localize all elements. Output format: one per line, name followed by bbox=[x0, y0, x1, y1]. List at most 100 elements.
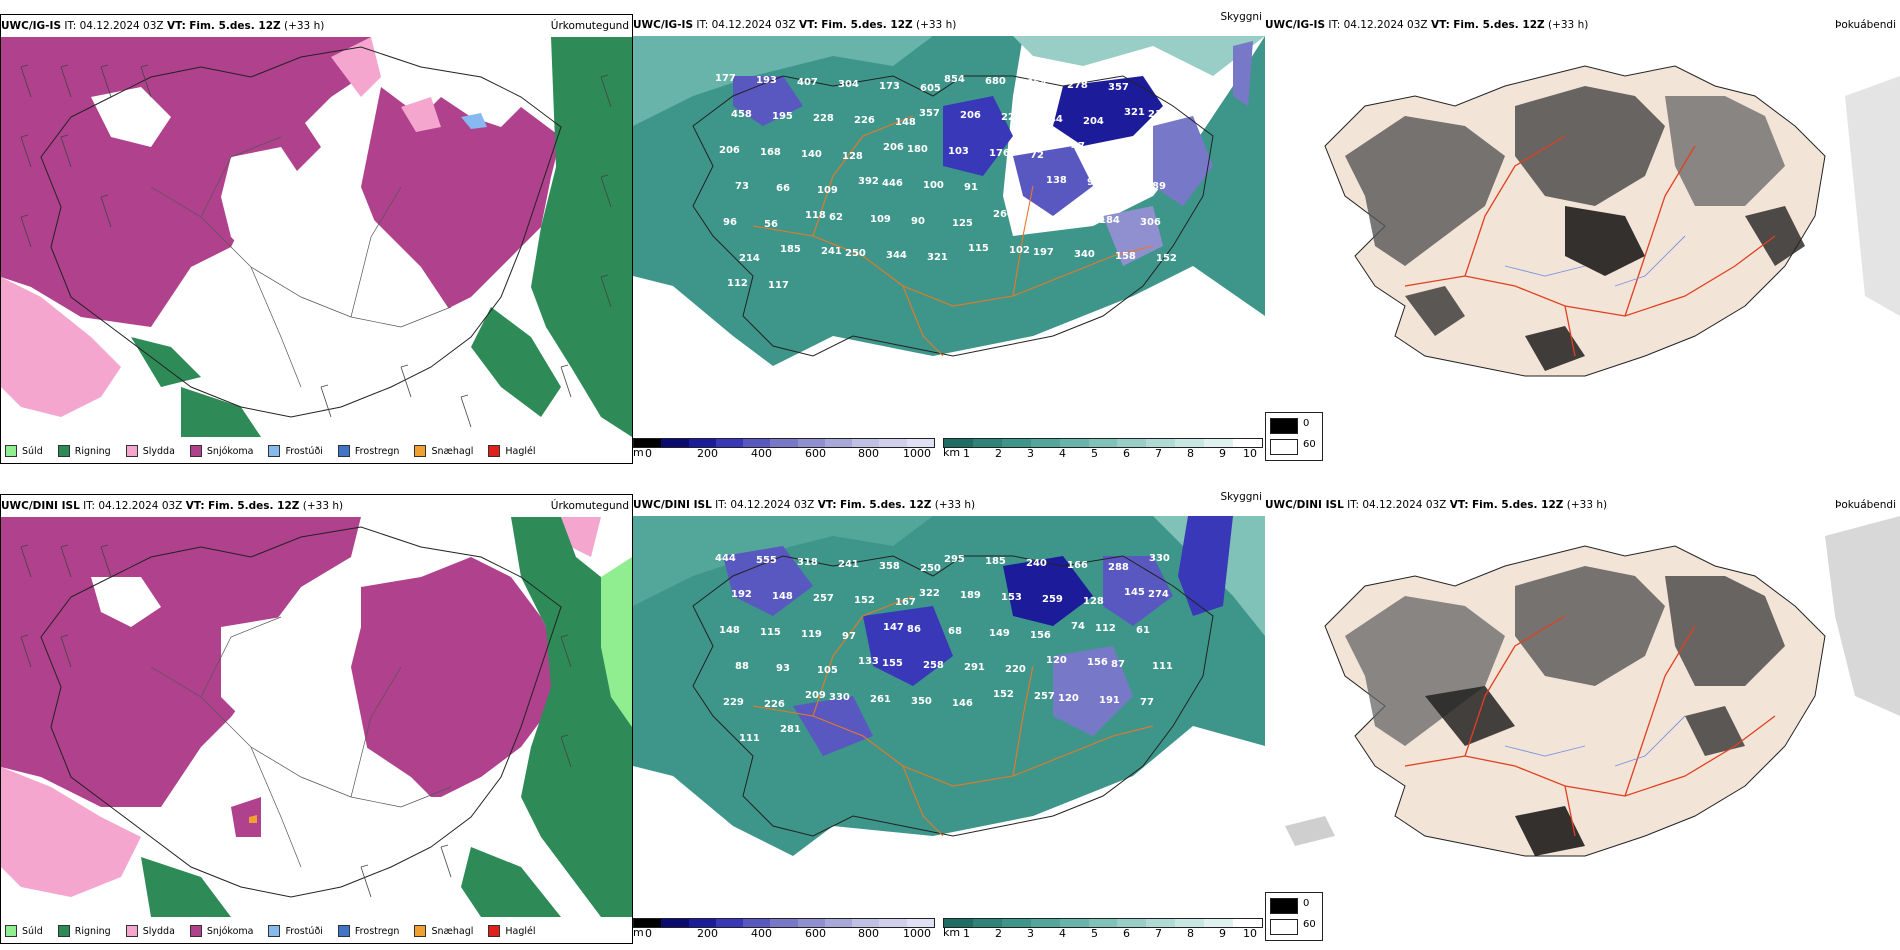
cloudbase-height-label: 228 bbox=[813, 113, 834, 124]
cloudbase-height-label: 156 bbox=[1030, 630, 1051, 641]
cloudbase-height-label: 278 bbox=[1067, 80, 1088, 91]
wind-barbs bbox=[20, 64, 612, 428]
panel-header: UWC/DINI ISL IT: 04.12.2024 03Z VT: Fim.… bbox=[1, 495, 632, 517]
colorbar-bin bbox=[1233, 439, 1262, 447]
cloudbase-height-label: 66 bbox=[776, 183, 790, 194]
drizzle-region bbox=[601, 557, 632, 727]
cloudbase-height-label: 73 bbox=[735, 181, 749, 192]
fog-legend-black-value: 0 bbox=[1303, 418, 1310, 429]
colorbar-bin bbox=[972, 439, 1002, 447]
roads bbox=[752, 115, 1154, 357]
cloudbase-height-label: 72 bbox=[1030, 150, 1044, 161]
fog-legend-white-swatch bbox=[1270, 919, 1298, 935]
fog-shading bbox=[1345, 116, 1505, 266]
colorbar-bin bbox=[1117, 919, 1147, 927]
cloudbase-height-label: 133 bbox=[858, 656, 879, 667]
colorbar-bin bbox=[944, 919, 973, 927]
cloudbase-height-label: 152 bbox=[1156, 253, 1177, 264]
fog-panel-top: UWC/IG-IS IT: 04.12.2024 03Z VT: Fim. 5.… bbox=[1265, 14, 1900, 464]
visibility-colorbar: km 1 2 3 4 5 6 7 8 9 10 bbox=[943, 438, 1263, 462]
cloudbase-height-label: 77 bbox=[1140, 697, 1154, 708]
colorbar-tick: 800 bbox=[858, 447, 879, 460]
cloudbase-height-label: 61 bbox=[1136, 625, 1150, 636]
valid-time: Fim. 5.des. 12Z bbox=[821, 19, 913, 31]
valid-time-label: VT: bbox=[798, 19, 818, 31]
cloudbase-height-label: 605 bbox=[920, 83, 941, 94]
land-white bbox=[251, 207, 461, 407]
coastline bbox=[692, 75, 1214, 357]
fog-map-bottom bbox=[1265, 516, 1900, 916]
cloudbase-height-label: 191 bbox=[1099, 695, 1120, 706]
wind-barbs bbox=[20, 544, 572, 898]
colorbar-bin bbox=[879, 439, 907, 447]
visibility-unit: km bbox=[943, 446, 961, 459]
cloudbase-height-label: 192 bbox=[731, 589, 752, 600]
coastline bbox=[40, 526, 562, 898]
cloudbase-height-label: 128 bbox=[1083, 596, 1104, 607]
cloudbase-height-label: 257 bbox=[813, 593, 834, 604]
cloudbase-height-label: 458 bbox=[731, 109, 752, 120]
cloudbase-height-label: 50 bbox=[1095, 143, 1109, 154]
rain-region bbox=[181, 387, 261, 437]
cloudbase-height-label: 117 bbox=[768, 280, 789, 291]
fog-shading bbox=[1665, 96, 1785, 206]
colorbar-tick: 6 bbox=[1123, 927, 1130, 940]
cloudbase-height-label: 225 bbox=[1001, 112, 1022, 123]
cloudbase-height-label: 259 bbox=[1042, 594, 1063, 605]
precip-map-svg bbox=[1, 517, 632, 917]
colorbar-bin bbox=[824, 919, 853, 927]
cloudbase-height-label: 184 bbox=[1099, 215, 1120, 226]
fog-legend-white-value: 60 bbox=[1303, 919, 1316, 930]
fog-shading bbox=[1665, 576, 1785, 686]
cloudbase-field bbox=[1178, 516, 1233, 616]
cloudbase-height-label: 206 bbox=[883, 142, 904, 153]
colorbar-bin bbox=[770, 439, 798, 447]
legend-item: Snæhagl bbox=[414, 925, 473, 937]
fog-legend-black-swatch bbox=[1270, 898, 1298, 914]
roads bbox=[150, 616, 452, 868]
colorbar-bin bbox=[1146, 919, 1176, 927]
colorbar-bin bbox=[688, 919, 716, 927]
land-white bbox=[91, 577, 161, 627]
valid-time-label: VT: bbox=[1449, 499, 1469, 511]
precip-map-top bbox=[1, 37, 632, 437]
fog-legend-white-swatch bbox=[1270, 439, 1298, 455]
cloudbase-height-label: 257 bbox=[1034, 691, 1055, 702]
model-name: UWC/IG-IS bbox=[1, 20, 62, 32]
cloudbase-height-label: 260 bbox=[993, 209, 1014, 220]
legend-item: Haglél bbox=[488, 925, 536, 937]
colorbar-bin bbox=[661, 919, 689, 927]
legend-item: Frostúði bbox=[268, 445, 323, 457]
colorbar-tick: 9 bbox=[1219, 927, 1226, 940]
cloudbase-height-label: 149 bbox=[989, 628, 1010, 639]
colorbar-bin bbox=[1175, 439, 1205, 447]
cloudbase-height-label: 357 bbox=[1108, 82, 1129, 93]
cloudbase-height-label: 120 bbox=[1058, 693, 1079, 704]
fog-shading bbox=[1425, 686, 1515, 746]
cloudbase-height-label: 128 bbox=[842, 151, 863, 162]
colorbar-tick: 7 bbox=[1155, 927, 1162, 940]
cloudbase-height-label: 96 bbox=[1034, 211, 1048, 222]
cloudbase-height-label: 258 bbox=[923, 660, 944, 671]
cloudbase-height-label: 91 bbox=[964, 182, 978, 193]
cloudbase-height-label: 88 bbox=[735, 661, 749, 672]
cloudbase-height-label: 152 bbox=[993, 689, 1014, 700]
colorbar-bin bbox=[1175, 919, 1205, 927]
cloudbase-height-label: 358 bbox=[879, 561, 900, 572]
fog-panel-bottom: UWC/DINI ISL IT: 04.12.2024 03Z VT: Fim.… bbox=[1265, 494, 1900, 944]
colorbar-bin bbox=[1204, 919, 1234, 927]
cloudbase-height-label: 241 bbox=[821, 246, 842, 257]
cloudbase-height-label: 250 bbox=[920, 563, 941, 574]
colorbar-bin bbox=[944, 439, 973, 447]
param-title: Úrkomutegund bbox=[550, 20, 629, 32]
colorbar-bin bbox=[906, 919, 934, 927]
panel-header: UWC/DINI ISL IT: 04.12.2024 03Z VT: Fim.… bbox=[633, 491, 1265, 516]
cloudbase-colorbar-strip bbox=[633, 918, 935, 928]
lead-time: (+33 h) bbox=[1547, 19, 1589, 31]
colorbar-bin bbox=[906, 439, 934, 447]
fog-shading bbox=[1525, 326, 1585, 371]
lead-time: (+33 h) bbox=[934, 499, 976, 511]
cloudbase-height-label: 109 bbox=[870, 214, 891, 225]
freezing-drizzle-region bbox=[461, 113, 487, 129]
land-white bbox=[221, 617, 321, 727]
